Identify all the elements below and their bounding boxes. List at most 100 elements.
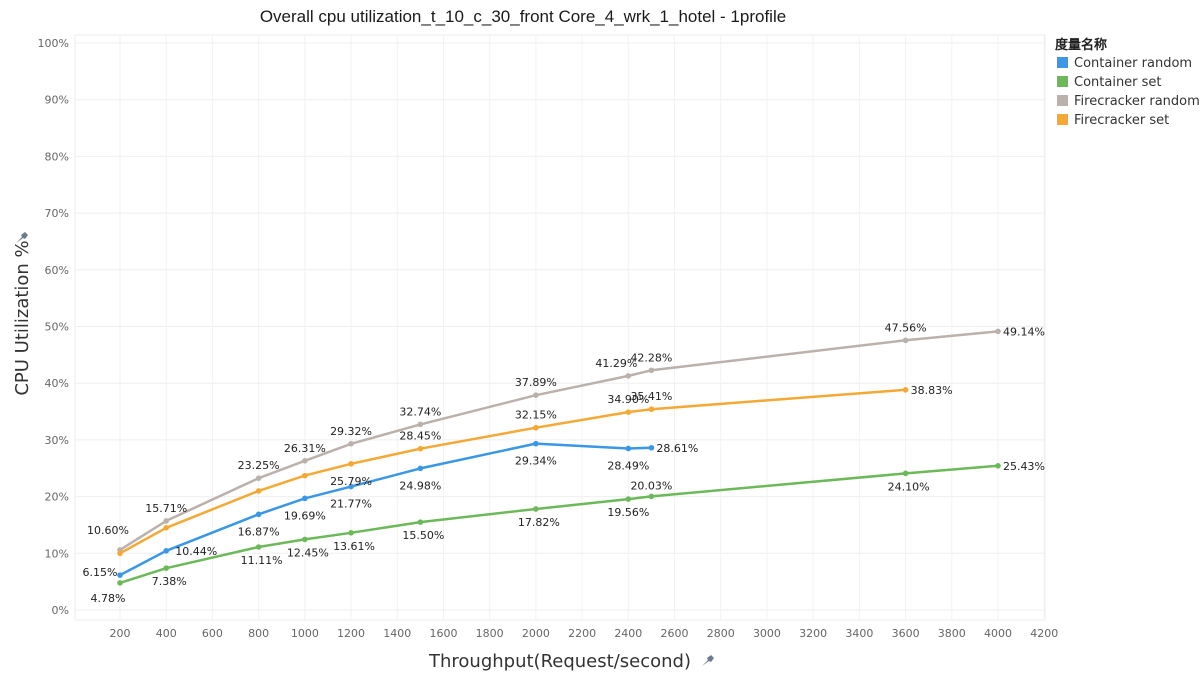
data-point[interactable] bbox=[648, 367, 655, 374]
series-line[interactable] bbox=[119, 388, 906, 555]
data-label: 12.45% bbox=[287, 546, 329, 559]
x-axis-label: Throughput(Request/second) bbox=[428, 651, 691, 672]
data-point[interactable] bbox=[255, 488, 262, 494]
x-tick-label: 3600 bbox=[892, 627, 920, 640]
data-point[interactable] bbox=[417, 465, 424, 472]
data-label: 21.77% bbox=[330, 498, 372, 511]
data-label: 6.15% bbox=[83, 566, 118, 579]
data-point[interactable] bbox=[902, 337, 909, 344]
data-point[interactable] bbox=[625, 445, 632, 452]
data-point[interactable] bbox=[117, 572, 123, 578]
series-lines bbox=[119, 330, 999, 585]
data-point[interactable] bbox=[902, 387, 909, 393]
data-point[interactable] bbox=[648, 406, 655, 413]
data-label: 28.49% bbox=[607, 459, 649, 472]
data-label: 4.78% bbox=[91, 592, 126, 605]
data-point[interactable] bbox=[648, 444, 655, 451]
data-point[interactable] bbox=[648, 493, 655, 500]
data-point[interactable] bbox=[302, 472, 308, 479]
x-tick-label: 800 bbox=[248, 627, 269, 640]
x-tick-label: 2800 bbox=[707, 627, 735, 640]
data-point[interactable] bbox=[417, 445, 424, 452]
legend-swatch bbox=[1057, 95, 1068, 106]
data-label: 35.41% bbox=[630, 390, 672, 403]
legend-swatch bbox=[1057, 57, 1068, 68]
data-label: 25.43% bbox=[1003, 460, 1045, 473]
data-label: 29.32% bbox=[330, 425, 372, 438]
data-point[interactable] bbox=[255, 511, 262, 518]
legend-item-label[interactable]: Container set bbox=[1074, 75, 1162, 90]
data-point[interactable] bbox=[533, 440, 539, 447]
series-points bbox=[117, 328, 1001, 586]
y-tick-label: 10% bbox=[45, 547, 69, 560]
data-label: 7.38% bbox=[152, 575, 187, 588]
data-label: 15.71% bbox=[145, 502, 187, 515]
legend-item-label[interactable]: Firecracker set bbox=[1074, 113, 1169, 128]
data-point[interactable] bbox=[255, 475, 262, 481]
data-label: 29.34% bbox=[515, 455, 557, 468]
y-tick-label: 30% bbox=[45, 434, 69, 447]
y-axis-ticks: 0% 10% 20% 30% 40% 50% 60% 70% 80% 90% 100% bbox=[38, 37, 69, 617]
x-tick-label: 600 bbox=[202, 627, 223, 640]
x-tick-label: 2400 bbox=[614, 627, 642, 640]
data-point[interactable] bbox=[302, 495, 308, 502]
data-point[interactable] bbox=[533, 392, 539, 398]
data-label: 32.15% bbox=[515, 409, 557, 422]
data-label: 37.89% bbox=[515, 376, 557, 389]
legend-swatch bbox=[1057, 76, 1068, 87]
data-point[interactable] bbox=[533, 506, 539, 512]
data-label: 25.79% bbox=[330, 475, 372, 488]
data-point[interactable] bbox=[117, 550, 123, 557]
x-tick-label: 1600 bbox=[429, 627, 457, 640]
y-tick-label: 70% bbox=[45, 207, 69, 220]
data-point[interactable] bbox=[348, 530, 354, 536]
data-point[interactable] bbox=[302, 458, 308, 464]
data-label: 19.69% bbox=[284, 509, 326, 522]
x-tick-label: 2200 bbox=[568, 627, 596, 640]
data-point[interactable] bbox=[163, 565, 170, 571]
data-point[interactable] bbox=[348, 460, 354, 467]
data-point[interactable] bbox=[302, 536, 308, 543]
data-label: 17.82% bbox=[518, 516, 560, 529]
data-point[interactable] bbox=[163, 524, 170, 531]
data-point[interactable] bbox=[348, 483, 354, 490]
x-axis-ticks: 200 400 600 800 1000 1200 1400 1600 1800 2000 2200… bbox=[110, 627, 1059, 640]
data-point[interactable] bbox=[417, 421, 424, 428]
y-tick-label: 60% bbox=[45, 264, 69, 277]
x-tick-label: 200 bbox=[110, 627, 131, 640]
data-label: 10.44% bbox=[175, 545, 217, 558]
data-point[interactable] bbox=[625, 409, 632, 415]
data-point[interactable] bbox=[625, 373, 632, 379]
data-label: 42.28% bbox=[630, 351, 672, 364]
data-point[interactable] bbox=[995, 328, 1001, 335]
data-label: 38.83% bbox=[911, 384, 953, 397]
data-point[interactable] bbox=[902, 470, 909, 477]
data-point[interactable] bbox=[163, 548, 170, 554]
x-tick-label: 1000 bbox=[291, 627, 319, 640]
x-tick-label: 3200 bbox=[799, 627, 827, 640]
x-tick-label: 3800 bbox=[938, 627, 966, 640]
data-point[interactable] bbox=[995, 463, 1001, 469]
data-label: 16.87% bbox=[238, 525, 280, 538]
data-point[interactable] bbox=[417, 519, 424, 525]
legend-swatch bbox=[1057, 114, 1068, 125]
data-label: 49.14% bbox=[1003, 325, 1045, 338]
data-point[interactable] bbox=[625, 496, 632, 502]
y-tick-label: 40% bbox=[45, 377, 69, 390]
legend-item-label[interactable]: Firecracker random bbox=[1074, 94, 1200, 109]
data-label: 26.31% bbox=[284, 442, 326, 455]
data-point[interactable] bbox=[163, 518, 170, 524]
chart-title: Overall cpu utilization_t_10_c_30_front … bbox=[260, 7, 786, 26]
x-axis-pin-icon[interactable] bbox=[702, 655, 714, 666]
data-label: 28.61% bbox=[656, 442, 698, 455]
y-tick-label: 90% bbox=[45, 94, 69, 107]
data-point[interactable] bbox=[533, 424, 539, 431]
legend-item-label[interactable]: Container random bbox=[1074, 56, 1192, 71]
y-axis-pin-icon[interactable] bbox=[16, 232, 28, 243]
y-tick-label: 100% bbox=[38, 37, 69, 50]
data-point[interactable] bbox=[255, 544, 262, 550]
y-tick-label: 0% bbox=[52, 604, 69, 617]
data-point[interactable] bbox=[348, 440, 354, 447]
data-point[interactable] bbox=[117, 580, 123, 586]
